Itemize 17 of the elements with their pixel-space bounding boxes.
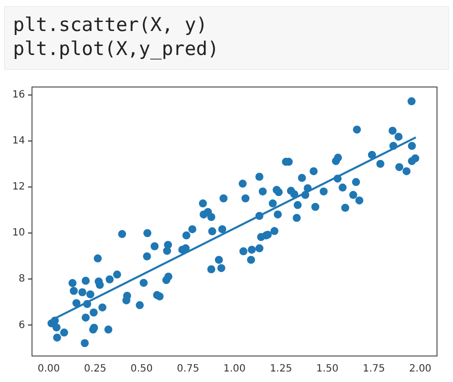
x-tick-label: 1.25 — [270, 364, 292, 375]
x-tick-label: 0.50 — [130, 364, 153, 375]
y-tick-label: 12 — [12, 182, 25, 193]
y-tick-label: 8 — [18, 274, 25, 285]
x-tick-label: 2.00 — [409, 364, 432, 375]
x-tick-label: 1.75 — [362, 364, 385, 375]
y-tick-label: 10 — [12, 228, 25, 239]
x-tick-label: 1.50 — [316, 364, 339, 375]
x-tick-label: 0.75 — [176, 364, 200, 375]
y-tick-label: 16 — [12, 90, 25, 101]
text: plt.scatter(X, y) — [13, 13, 208, 37]
x-tick-label: 0.25 — [84, 364, 106, 375]
x-tick-label: 1.00 — [223, 364, 246, 375]
x-tick-label: 0.00 — [38, 364, 60, 375]
y-tick-label: 14 — [12, 136, 25, 147]
y-tick-label: 6 — [18, 320, 25, 331]
text: plt.plot(X,y_pred) — [13, 37, 220, 61]
